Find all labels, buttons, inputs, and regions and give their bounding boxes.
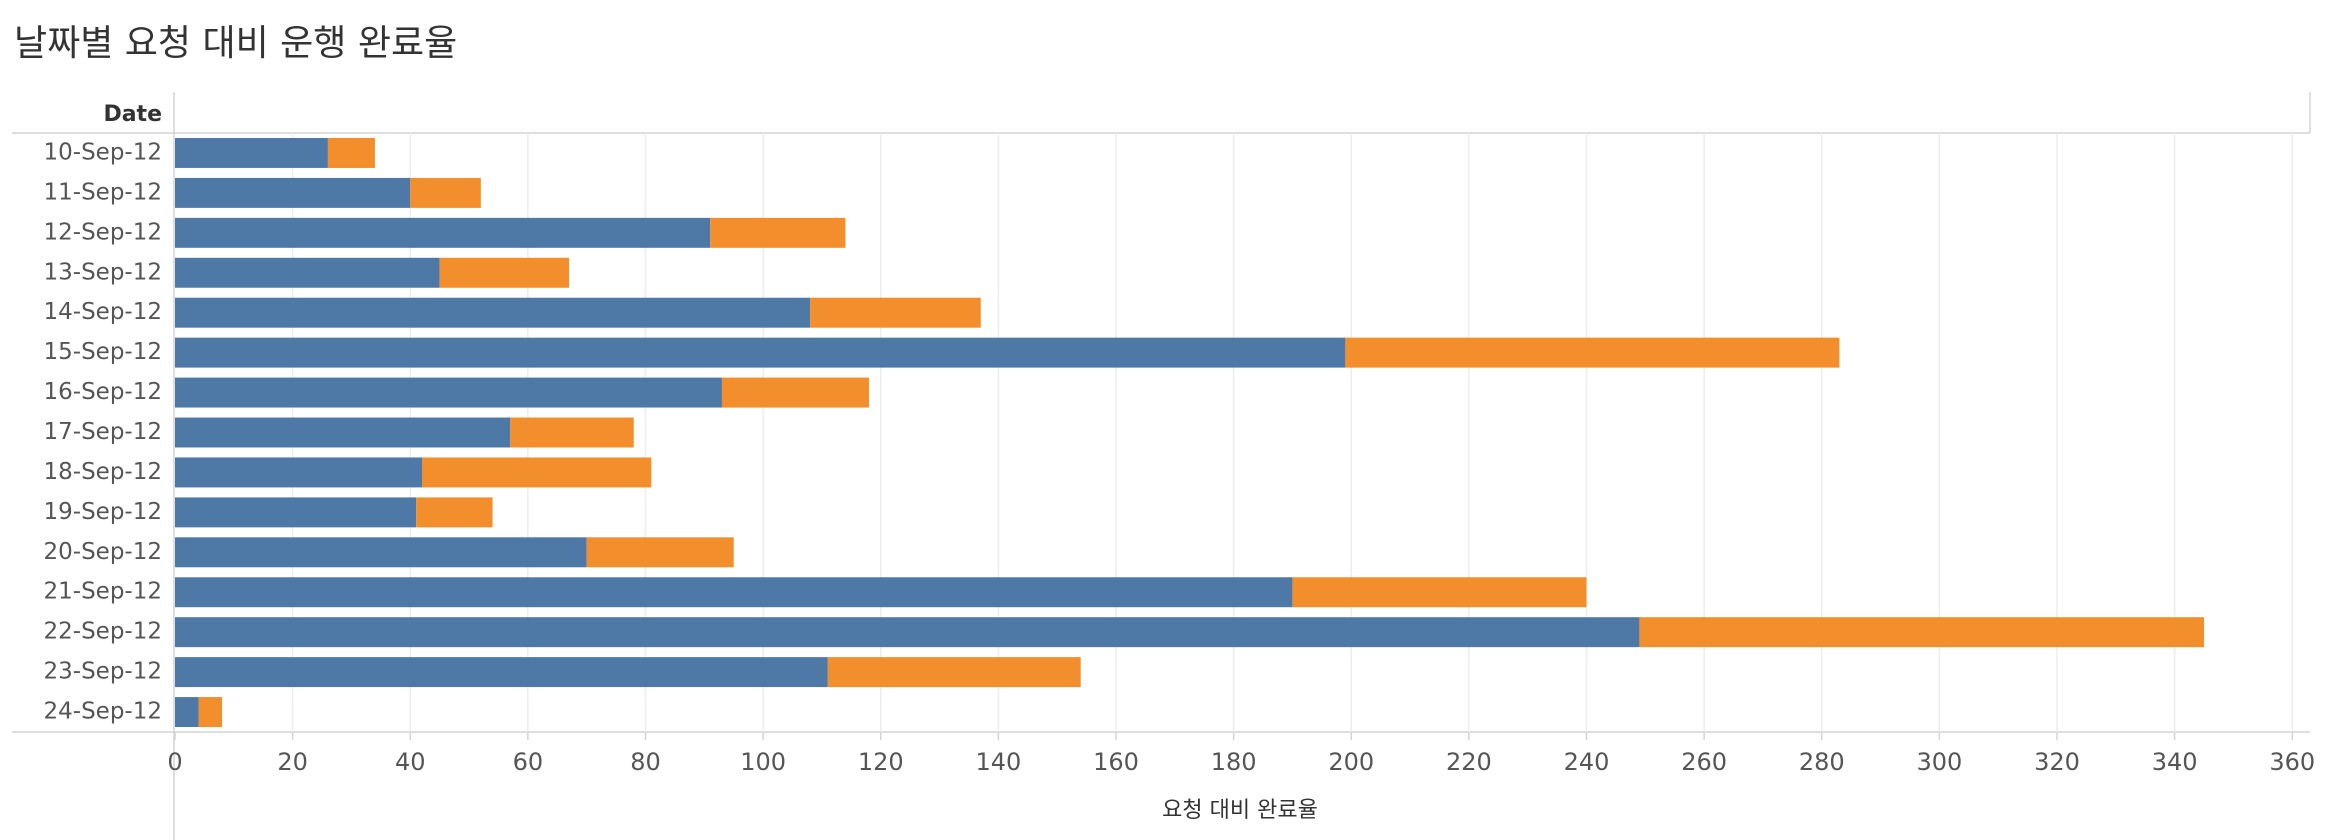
y-tick-label: 21-Sep-12 bbox=[44, 579, 162, 605]
x-tick-label: 80 bbox=[630, 748, 661, 776]
bar-segment bbox=[410, 177, 481, 208]
bar-segment bbox=[175, 657, 828, 688]
chart-title: 날짜별 요청 대비 운행 완료율 bbox=[14, 23, 457, 64]
x-tick-label: 180 bbox=[1211, 748, 1257, 776]
y-tick-label: 15-Sep-12 bbox=[44, 339, 162, 365]
bar-segment bbox=[721, 377, 869, 408]
bar-segment bbox=[175, 137, 328, 168]
y-tick-label: 16-Sep-12 bbox=[44, 379, 162, 405]
y-tick-label: 13-Sep-12 bbox=[44, 259, 162, 285]
x-tick-label: 260 bbox=[1681, 748, 1727, 776]
y-tick-label: 14-Sep-12 bbox=[44, 299, 162, 325]
bar-segment bbox=[175, 417, 511, 448]
bar-segment bbox=[422, 457, 652, 488]
bar-segment bbox=[175, 537, 587, 568]
x-tick-label: 280 bbox=[1799, 748, 1845, 776]
bar-segment bbox=[175, 697, 199, 728]
bar-segment bbox=[416, 497, 493, 528]
x-tick-label: 0 bbox=[167, 748, 182, 776]
bar-segment bbox=[827, 657, 1081, 688]
bar-segment bbox=[175, 177, 411, 208]
y-tick-label: 24-Sep-12 bbox=[44, 699, 162, 725]
x-tick-label: 340 bbox=[2152, 748, 2198, 776]
bar-segment bbox=[175, 377, 722, 408]
y-tick-label: 10-Sep-12 bbox=[44, 139, 162, 165]
x-tick-label: 200 bbox=[1328, 748, 1374, 776]
bar-segment bbox=[175, 337, 1346, 368]
bar-segment bbox=[439, 257, 570, 288]
x-tick-label: 20 bbox=[277, 748, 308, 776]
y-tick-label: 18-Sep-12 bbox=[44, 459, 162, 485]
bar-segment bbox=[510, 417, 634, 448]
y-tick-label: 11-Sep-12 bbox=[44, 179, 162, 205]
y-tick-label: 20-Sep-12 bbox=[44, 539, 162, 565]
x-tick-label: 40 bbox=[395, 748, 426, 776]
bar-segment bbox=[1292, 577, 1587, 608]
bar-segment bbox=[175, 577, 1293, 608]
x-tick-label: 160 bbox=[1093, 748, 1139, 776]
y-tick-label: 17-Sep-12 bbox=[44, 419, 162, 445]
bar-segment bbox=[327, 137, 375, 168]
bar-segment bbox=[175, 457, 423, 488]
bar-segment bbox=[586, 537, 734, 568]
y-tick-label: 19-Sep-12 bbox=[44, 499, 162, 525]
x-tick-label: 320 bbox=[2034, 748, 2080, 776]
bar-segment bbox=[198, 697, 223, 728]
bar-segment bbox=[175, 257, 440, 288]
bar-segment bbox=[175, 217, 711, 248]
x-tick-label: 220 bbox=[1446, 748, 1492, 776]
bar-segment bbox=[175, 617, 1640, 648]
x-tick-label: 100 bbox=[740, 748, 786, 776]
y-header: Date bbox=[103, 102, 162, 127]
x-axis-title: 요청 대비 완료율 bbox=[1162, 798, 1318, 823]
bar-segment bbox=[175, 297, 811, 328]
bar-segment bbox=[1345, 337, 1840, 368]
y-tick-label: 23-Sep-12 bbox=[44, 659, 162, 685]
y-tick-label: 12-Sep-12 bbox=[44, 219, 162, 245]
x-tick-label: 60 bbox=[513, 748, 544, 776]
x-tick-label: 120 bbox=[858, 748, 904, 776]
x-tick-label: 140 bbox=[975, 748, 1021, 776]
bar-segment bbox=[710, 217, 846, 248]
bar-segment bbox=[810, 297, 981, 328]
x-tick-label: 300 bbox=[1916, 748, 1962, 776]
bar-segment bbox=[175, 497, 417, 528]
x-tick-label: 240 bbox=[1564, 748, 1610, 776]
bar-segment bbox=[1639, 617, 2205, 648]
y-tick-label: 22-Sep-12 bbox=[44, 619, 162, 645]
x-tick-label: 360 bbox=[2269, 748, 2315, 776]
